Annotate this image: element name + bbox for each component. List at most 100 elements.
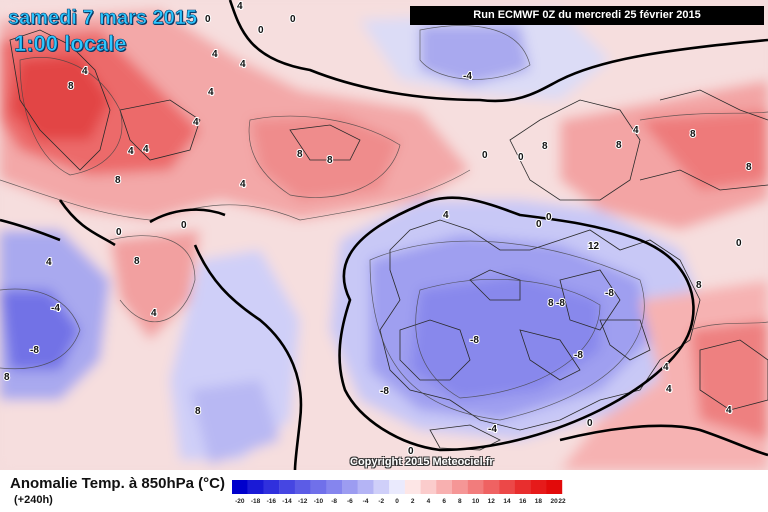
color-swatch <box>436 480 453 494</box>
color-swatch <box>546 480 563 494</box>
contour-value-label: 0 <box>736 238 742 249</box>
contour-value-label: 4 <box>666 384 672 395</box>
legend-title: Anomalie Temp. à 850hPa (°C) <box>10 475 225 492</box>
color-tick-label: -20 <box>235 498 245 504</box>
color-swatch <box>499 480 516 494</box>
contour-value-label: 4 <box>151 308 157 319</box>
color-tick-label: 10 <box>472 498 480 504</box>
contour-value-label: 8 <box>115 175 121 186</box>
isolines <box>0 25 768 421</box>
contour-value-label: 4 <box>240 59 246 70</box>
color-tick-label: 12 <box>488 498 496 504</box>
color-swatch <box>263 480 280 494</box>
legend-footer: Anomalie Temp. à 850hPa (°C) (+240h) -20… <box>0 470 768 512</box>
color-tick-label: 22 <box>558 498 566 504</box>
contour-value-label: -8 <box>605 288 614 299</box>
color-swatch <box>247 480 264 494</box>
color-tick-label: 8 <box>458 498 462 504</box>
color-swatch <box>310 480 327 494</box>
color-swatch <box>483 480 500 494</box>
contour-value-label: -4 <box>463 71 472 82</box>
contour-value-label: 0 <box>518 152 524 163</box>
color-tick-label: 20 <box>551 498 559 504</box>
contour-value-label: 0 <box>408 446 414 457</box>
color-swatch <box>373 480 390 494</box>
copyright-notice: Copyright 2015 Meteociel.fr <box>350 456 494 468</box>
contour-value-label: 0 <box>536 219 542 230</box>
contour-value-label: 4 <box>240 179 246 190</box>
color-swatches <box>232 480 563 494</box>
contour-value-label: -8 <box>574 350 583 361</box>
color-tick-label: 16 <box>519 498 527 504</box>
contour-value-label: 0 <box>482 150 488 161</box>
color-swatch <box>389 480 406 494</box>
contour-value-label: 8 <box>134 256 140 267</box>
contour-value-label: 8 <box>746 162 752 173</box>
contour-value-label: 0 <box>116 227 122 238</box>
contour-value-label: 4 <box>46 257 52 268</box>
contour-value-label: 4 <box>128 146 134 157</box>
color-swatch <box>452 480 468 494</box>
contour-value-label: -4 <box>488 424 497 435</box>
color-tick-label: -16 <box>267 498 277 504</box>
contour-value-label: -8 <box>30 345 39 356</box>
color-tick-label: 0 <box>395 498 399 504</box>
color-tick-label: 2 <box>411 498 415 504</box>
contour-value-label: 8 <box>4 372 10 383</box>
model-run-banner: Run ECMWF 0Z du mercredi 25 février 2015 <box>410 6 764 25</box>
color-swatch <box>404 480 421 494</box>
color-tick-label: -14 <box>282 498 292 504</box>
color-tick-label: 18 <box>535 498 543 504</box>
color-tick-label: 14 <box>503 498 511 504</box>
contour-value-label: 4 <box>208 87 214 98</box>
color-scale: -20 -18 -16 -14 -12 -10 -8 -6 -4 -2 0 2 4 6 8 10 12 14 16 1… <box>232 480 566 504</box>
color-tick-label: -18 <box>251 498 261 504</box>
color-tick-label: -6 <box>347 498 353 504</box>
contour-value-label: 8 <box>297 149 303 160</box>
contour-value-label: 8 <box>542 141 548 152</box>
contour-value-label: 4 <box>212 49 218 60</box>
contour-value-label: 4 <box>193 117 199 128</box>
contour-value-label: 4 <box>82 66 88 77</box>
color-swatch <box>357 480 374 494</box>
color-swatch <box>530 480 547 494</box>
color-swatch <box>232 480 248 494</box>
color-tick-label: 4 <box>427 498 431 504</box>
contour-value-label: 8 <box>696 280 702 291</box>
color-tick-label: -4 <box>363 498 369 504</box>
contour-value-label: 0 <box>258 25 264 36</box>
contour-value-label: 0 <box>546 212 552 223</box>
color-swatch <box>420 480 437 494</box>
color-tick-label: 6 <box>442 498 446 504</box>
contour-value-label: 4 <box>143 144 149 155</box>
contour-value-label: 0 <box>205 14 211 25</box>
contour-value-label: 4 <box>726 405 732 416</box>
color-tick-labels: -20 -18 -16 -14 -12 -10 -8 -6 -4 -2 0 2 4 6 8 10 12 14 16 1… <box>235 498 566 504</box>
contour-value-label: 8 <box>195 406 201 417</box>
color-tick-label: -10 <box>314 498 324 504</box>
contour-value-label: 4 <box>633 125 639 136</box>
contour-value-label: -8 <box>470 335 479 346</box>
coastlines <box>9 29 768 451</box>
color-tick-label: -8 <box>331 498 337 504</box>
lead-time-label: (+240h) <box>14 494 53 506</box>
contour-value-label: 8 <box>690 129 696 140</box>
color-tick-label: -2 <box>378 498 384 504</box>
contour-value-label: 0 <box>587 418 593 429</box>
color-tick-label: -12 <box>298 498 308 504</box>
forecast-time: 1:00 locale <box>14 31 127 57</box>
color-swatch <box>342 480 358 494</box>
zero-isoline <box>0 0 768 470</box>
forecast-date: samedi 7 mars 2015 <box>8 7 198 30</box>
contour-value-label: 4 <box>663 362 669 373</box>
contour-value-label: 4 <box>237 1 243 12</box>
contour-value-label: 0 <box>290 14 296 25</box>
contour-value-label: 4 <box>443 210 449 221</box>
color-swatch <box>467 480 484 494</box>
contour-value-label: 0 <box>181 220 187 231</box>
contour-value-label: 12 <box>588 241 600 252</box>
contour-value-label: 8 <box>327 155 333 166</box>
color-swatch <box>294 480 311 494</box>
